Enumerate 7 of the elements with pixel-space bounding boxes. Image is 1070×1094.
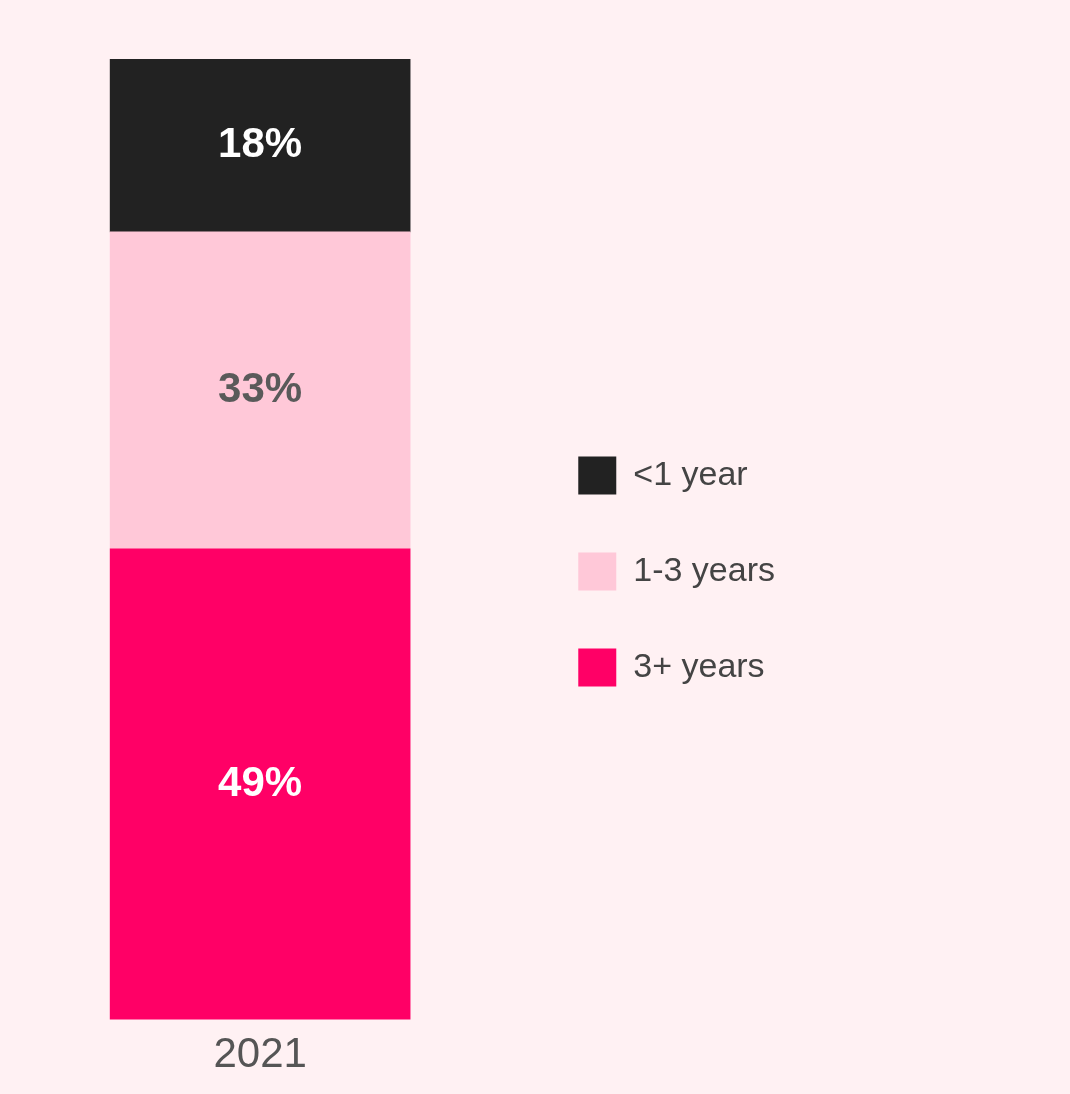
legend-label: <1 year <box>633 453 748 492</box>
legend-label: 3+ years <box>633 645 765 684</box>
data-label: 49% <box>218 757 303 805</box>
legend-label: 1-3 years <box>633 549 776 588</box>
data-label: 18% <box>218 119 303 167</box>
data-label: 33% <box>218 363 303 411</box>
x-tick-label: 2021 <box>213 1029 307 1077</box>
